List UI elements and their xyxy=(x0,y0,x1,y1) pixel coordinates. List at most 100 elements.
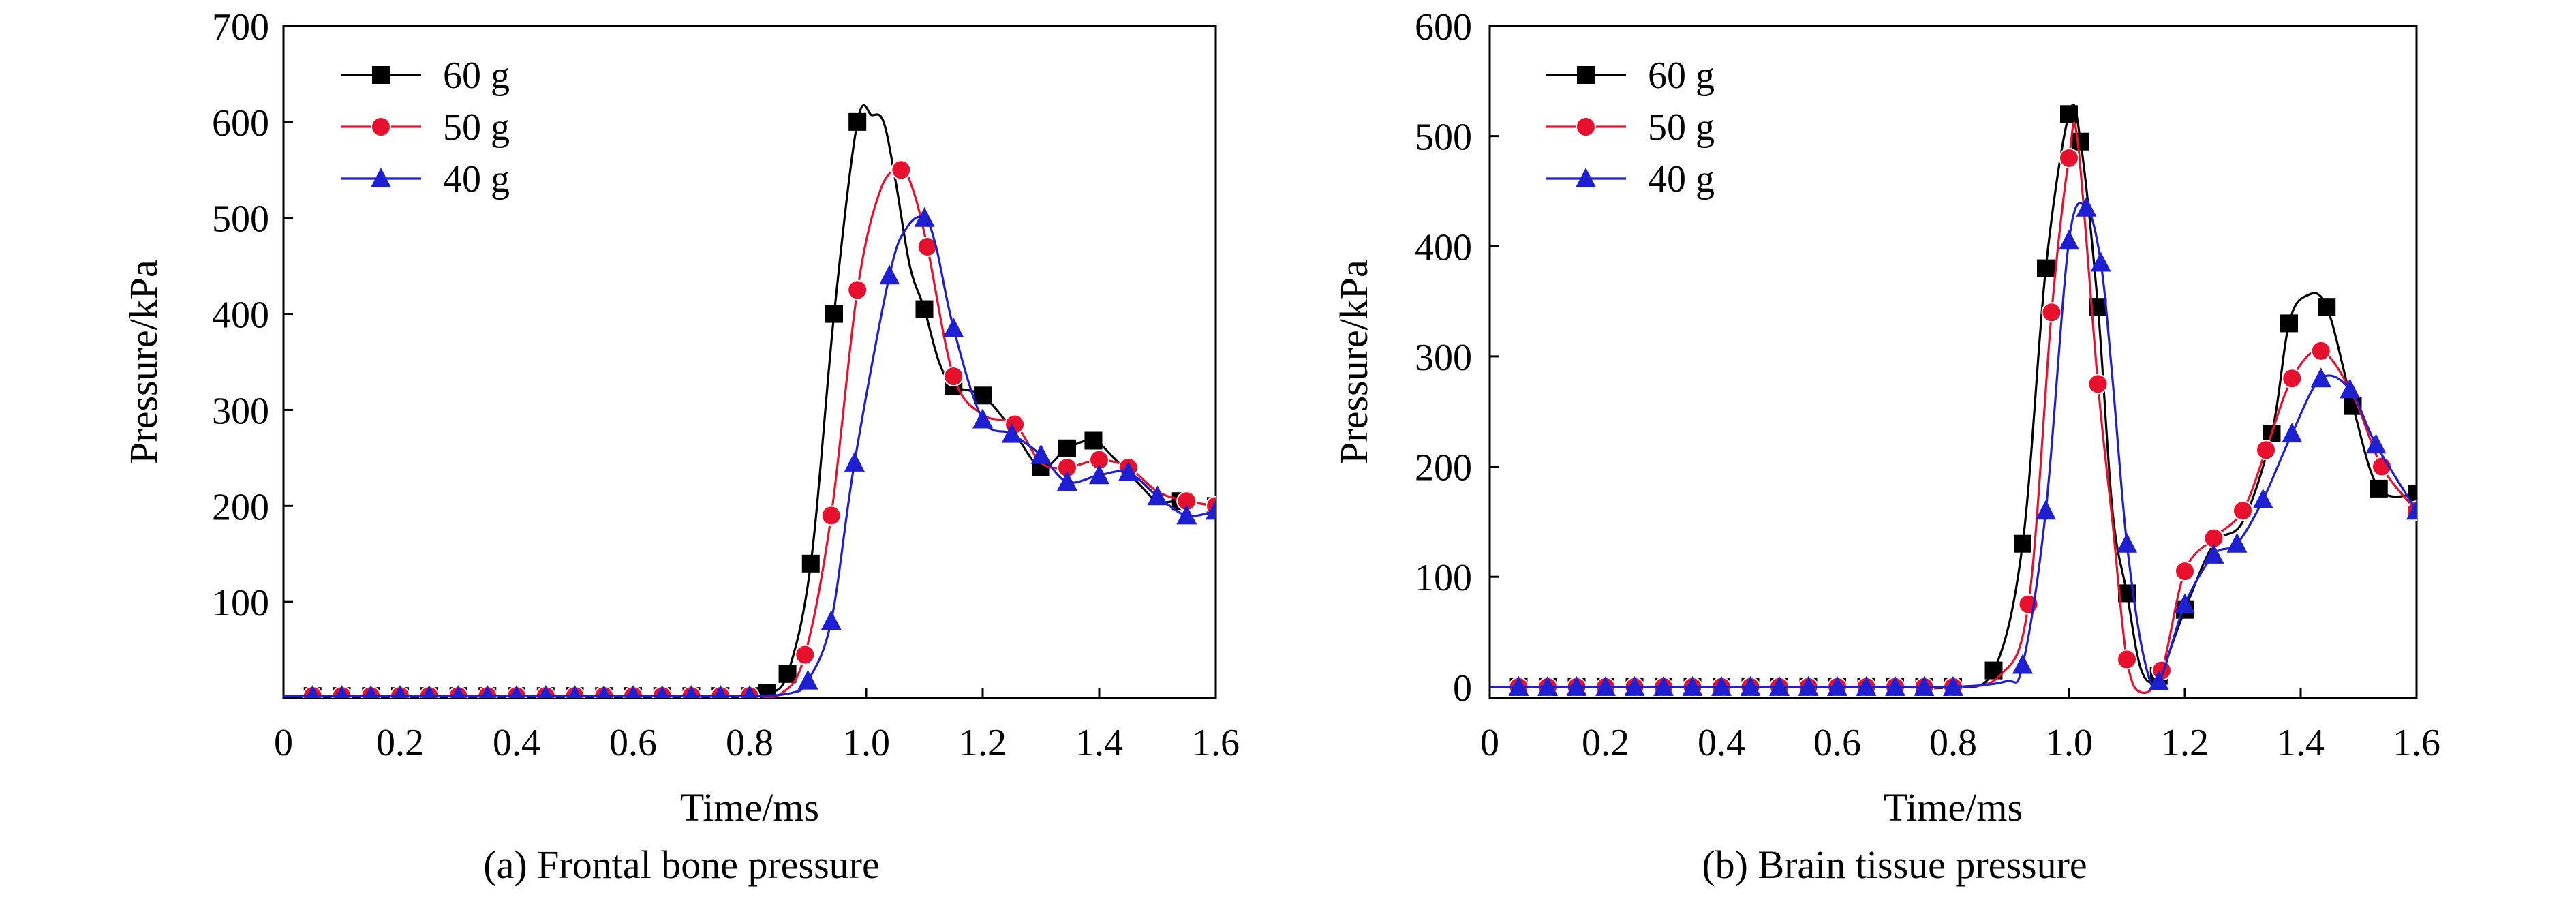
data-point-marker xyxy=(2318,298,2336,316)
data-point-marker xyxy=(2175,561,2195,582)
data-point-marker xyxy=(2072,132,2089,151)
data-point-marker xyxy=(2310,340,2331,361)
data-point-marker xyxy=(943,317,964,337)
data-point-marker xyxy=(1030,444,1052,464)
x-tick-label: 1.6 xyxy=(2393,722,2440,764)
data-point-marker xyxy=(797,669,818,690)
baseline-marker xyxy=(364,685,378,698)
baseline-marker xyxy=(1769,675,1790,696)
x-tick-label: 1.6 xyxy=(1192,722,1240,764)
data-point-marker xyxy=(844,451,865,472)
data-point-marker xyxy=(879,264,900,285)
baseline-marker xyxy=(597,685,611,698)
y-tick-label: 200 xyxy=(212,486,269,528)
data-point-marker xyxy=(2041,302,2062,323)
baseline-marker xyxy=(1653,675,1674,696)
x-tick-label: 0.4 xyxy=(493,722,540,764)
x-tick-label: 1.2 xyxy=(2161,722,2209,764)
data-point-marker xyxy=(2090,252,2111,272)
data-point-marker xyxy=(2060,105,2078,123)
legend-marker xyxy=(1576,117,1596,137)
x-tick-label: 1.4 xyxy=(1075,722,1123,764)
data-point-marker xyxy=(821,505,842,526)
data-point-marker xyxy=(758,684,776,698)
data-point-marker xyxy=(2256,440,2276,461)
x-axis-title: Time/ms xyxy=(1884,785,2023,830)
caption-brain-tissue: (b) Brain tissue pressure xyxy=(1702,842,2087,887)
x-tick-label: 1.0 xyxy=(2045,722,2093,764)
data-point-marker xyxy=(1118,461,1139,481)
data-point-marker xyxy=(2012,654,2033,674)
data-point-marker xyxy=(1056,471,1077,491)
data-point-marker xyxy=(1058,439,1076,457)
data-point-marker xyxy=(2087,374,2109,395)
series-40g xyxy=(283,207,1216,698)
legend-label: 60 g xyxy=(443,55,510,97)
data-point-marker xyxy=(2340,378,2361,399)
baseline-marker xyxy=(1537,675,1558,696)
data-point-marker xyxy=(2370,479,2388,498)
x-tick-label: 0 xyxy=(274,722,293,764)
x-tick-label: 0.4 xyxy=(1698,722,1745,764)
legend-label: 50 g xyxy=(443,106,510,149)
x-tick-label: 1.0 xyxy=(842,722,890,764)
y-tick-label: 100 xyxy=(1415,557,1472,599)
data-point-marker xyxy=(801,554,820,573)
y-axis-title: Pressure/kPa xyxy=(1332,260,1376,464)
data-point-marker xyxy=(1206,500,1216,520)
baseline-marker xyxy=(568,685,582,698)
data-point-marker xyxy=(943,366,964,387)
data-point-marker xyxy=(2252,489,2273,509)
data-point-marker xyxy=(1084,431,1103,450)
data-point-marker xyxy=(891,159,912,181)
data-point-marker xyxy=(2203,543,2224,564)
plot-frame xyxy=(282,25,1217,699)
baseline-marker xyxy=(1508,675,1529,696)
baseline-marker xyxy=(539,685,553,698)
y-tick-label: 400 xyxy=(212,294,269,337)
data-point-marker xyxy=(914,207,935,227)
x-tick-label: 0.8 xyxy=(726,722,773,764)
x-tick-label: 0.2 xyxy=(1582,722,1629,764)
series-50g xyxy=(283,159,1216,698)
legend-item: 50 g xyxy=(341,106,510,149)
data-point-marker xyxy=(2233,500,2253,521)
data-point-marker xyxy=(2280,314,2298,333)
legend-item: 40 g xyxy=(341,158,510,200)
data-point-marker xyxy=(1089,464,1109,485)
series-line xyxy=(1490,104,2417,690)
x-tick-label: 0.8 xyxy=(1929,722,1977,764)
data-point-marker xyxy=(778,665,797,683)
x-axis-title: Time/ms xyxy=(680,785,819,830)
y-tick-label: 200 xyxy=(1415,447,1472,489)
data-point-marker xyxy=(821,610,842,630)
data-point-marker xyxy=(2282,368,2303,389)
data-point-marker xyxy=(2059,230,2079,250)
series-line xyxy=(283,104,1216,698)
plot-frame xyxy=(1488,25,2418,699)
data-point-marker xyxy=(915,300,934,318)
baseline-marker xyxy=(1885,675,1905,696)
baseline-marker xyxy=(510,685,523,698)
data-point-marker xyxy=(2310,367,2331,388)
baseline-marker xyxy=(451,685,465,698)
baseline-marker xyxy=(1856,675,1877,696)
data-point-marker xyxy=(2282,423,2303,443)
y-tick-label: 300 xyxy=(212,390,269,432)
legend-label: 60 g xyxy=(1648,55,1715,97)
data-point-marker xyxy=(825,305,843,323)
data-point-marker xyxy=(847,279,868,301)
x-tick-label: 0.6 xyxy=(1813,722,1861,764)
baseline-marker xyxy=(423,685,436,698)
data-point-marker xyxy=(2076,196,2097,217)
y-tick-label: 400 xyxy=(1415,226,1472,269)
baseline-marker xyxy=(480,685,494,698)
baseline-marker xyxy=(1711,675,1732,696)
baseline-marker xyxy=(743,685,756,698)
data-point-marker xyxy=(2226,532,2248,553)
baseline-marker xyxy=(1566,675,1587,696)
legend-item: 60 g xyxy=(1546,55,1715,97)
data-point-marker xyxy=(2365,434,2387,454)
series-60g xyxy=(1490,104,2417,696)
